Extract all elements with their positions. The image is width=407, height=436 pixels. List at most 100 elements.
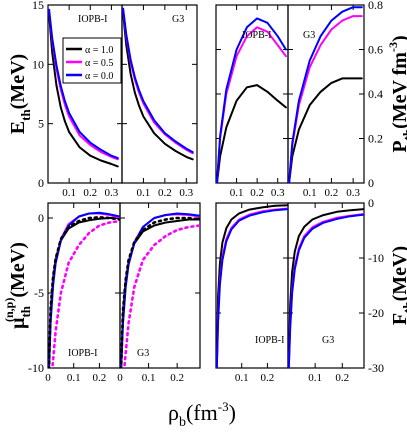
panel-label: IOPB-I (78, 14, 107, 25)
x-tick-label: 0.2 (335, 372, 349, 384)
x-tick-label: 0.2 (170, 372, 184, 384)
series-line-ff00ff (216, 26, 287, 183)
y-tick-label: 0.8 (368, 0, 383, 12)
panel-label: G3 (322, 335, 334, 346)
x-tick-label: 0.1 (308, 372, 322, 384)
series-line-0000ff (48, 8, 119, 160)
series-line-000000 (216, 204, 288, 368)
series-line-000000-dotted (48, 216, 120, 368)
x-tick-label: 0.1 (303, 187, 317, 199)
x-tick-label: 0.3 (105, 187, 119, 199)
y-tick-label: 0.2 (368, 132, 383, 146)
x-tick-label: 0 (45, 372, 51, 384)
panel-series-group (216, 204, 288, 368)
y-tick-label: -10 (28, 361, 44, 375)
series-line-0000ff (120, 212, 200, 368)
x-tick-label: 0.1 (230, 187, 244, 199)
panel-label: IOPB-I (68, 348, 97, 359)
panel-label: IOPB-I (242, 30, 271, 41)
series-line-ff00ff-dotted (122, 224, 200, 368)
y-axis-label-part: (MeV fm (389, 52, 407, 129)
y-axis-label: Fth(MeV) (389, 246, 407, 325)
y-tick-label: -30 (368, 361, 384, 375)
series-line-000000 (288, 208, 364, 368)
panel-label: G3 (303, 30, 315, 41)
series-line-000000 (216, 84, 287, 183)
x-tick-label: 0.1 (137, 187, 151, 199)
panel-label: IOPB-I (255, 335, 284, 346)
panel-series-group (288, 6, 363, 183)
x-tick-label: 0.2 (93, 372, 107, 384)
x-tick-label: 0.2 (250, 187, 264, 199)
y-axis-label: Eth(MeV) (7, 54, 33, 134)
x-tick-label: 0.1 (67, 372, 81, 384)
legend-label: α = 1.0 (85, 45, 113, 56)
y-axis-label-part: P (389, 140, 407, 152)
y-tick-label: 15 (32, 0, 44, 12)
y-axis-label-part: -3 (386, 42, 400, 52)
y-tick-label: -10 (368, 251, 384, 265)
y-axis-label-part: th (400, 128, 407, 140)
panel-frame (287, 202, 365, 369)
legend-label: α = 0.0 (85, 71, 113, 82)
y-axis-label-part: ) (389, 35, 407, 42)
series-line-0000ff (216, 208, 288, 368)
y-axis-label: Pth(MeV fm-3) (386, 35, 407, 152)
panel-series-group (216, 17, 287, 183)
legend-label: α = 0.5 (85, 58, 113, 69)
series-line-0000ff (122, 7, 194, 154)
y-tick-label: -20 (368, 306, 384, 320)
x-tick-label: 0 (117, 372, 123, 384)
y-tick-label: 0 (368, 176, 374, 190)
series-line-0000ff (216, 17, 287, 183)
y-tick-label: -5 (34, 286, 44, 300)
series-line-000000 (288, 77, 363, 183)
y-tick-label: 5 (38, 117, 44, 131)
panel-series-group (48, 211, 120, 368)
x-tick-label: 0.1 (142, 372, 156, 384)
series-line-000000 (48, 13, 119, 168)
series-line-0000ff (288, 213, 364, 368)
panel-frame (119, 202, 201, 369)
x-tick-label: 0.3 (179, 187, 193, 199)
y-axis-label-part: (n,p) (2, 298, 16, 322)
panel-frame (287, 4, 365, 184)
y-axis-label: μth(n,p)(MeV) (2, 242, 33, 329)
x-axis-label: ρb(fm-3) (168, 399, 236, 430)
x-tick-label: 0.1 (62, 187, 76, 199)
series-line-000000 (122, 12, 194, 161)
legend: α = 1.0 α = 0.5 α = 0.0 (62, 37, 122, 84)
x-tick-label: 0.3 (346, 187, 360, 199)
y-axis-label-part: th (18, 109, 33, 121)
x-tick-label: 0.2 (325, 187, 339, 199)
y-tick-label: 10 (32, 57, 44, 71)
x-tick-label: 0.2 (261, 372, 275, 384)
x-tick-label: 0.2 (158, 187, 172, 199)
series-line-ff00ff (122, 8, 194, 155)
panel-label: G3 (172, 14, 184, 25)
y-tick-label: 0.6 (368, 43, 383, 57)
series-line-000000-dotted (120, 216, 200, 368)
series-layer (48, 6, 364, 368)
y-axis-label-part: F (389, 313, 407, 325)
panel-frame (121, 4, 198, 184)
y-axis-label-part: μ (7, 317, 29, 329)
y-tick-label: 0 (368, 196, 374, 210)
y-axis-label-part: th (18, 305, 33, 317)
series-line-ff00ff (120, 213, 200, 368)
y-axis-label-part: (MeV) (7, 242, 29, 298)
y-tick-label: 0 (38, 211, 44, 225)
series-line-0000ff (288, 6, 363, 183)
y-axis-label-part: th (400, 301, 407, 313)
y-axis-label-part: (MeV) (7, 54, 29, 110)
panel-frame (47, 202, 121, 369)
y-tick-label: 0.4 (368, 87, 383, 101)
series-line-ff00ff-dotted (50, 219, 120, 368)
panel-label: G3 (137, 348, 149, 359)
panel-series-group (288, 208, 364, 368)
x-tick-label: 0.3 (271, 187, 285, 199)
panel-series-group (48, 8, 119, 168)
y-tick-label: 0 (38, 176, 44, 190)
